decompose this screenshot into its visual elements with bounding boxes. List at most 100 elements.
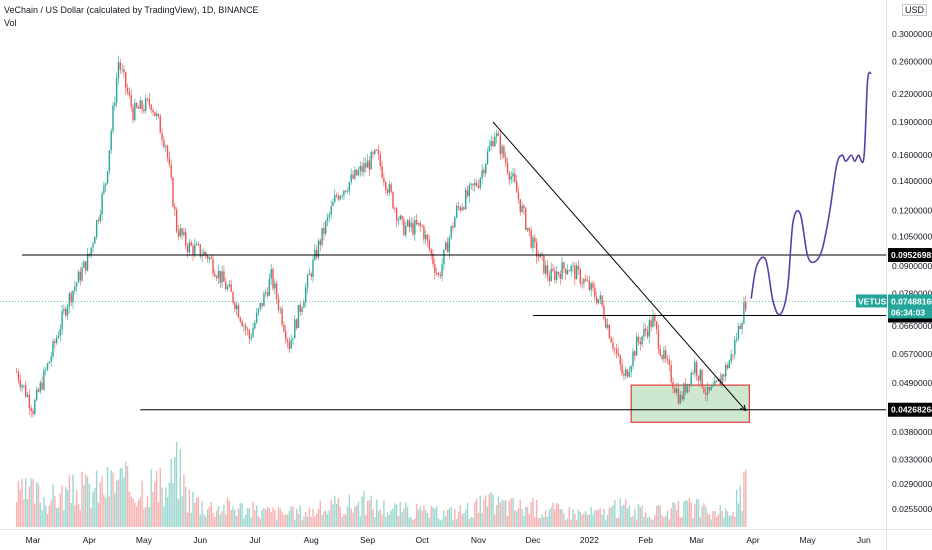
candle[interactable] xyxy=(245,322,247,336)
candle[interactable] xyxy=(272,267,274,292)
candle[interactable] xyxy=(172,176,174,208)
candle[interactable] xyxy=(501,143,503,160)
candle[interactable] xyxy=(665,345,667,363)
candle[interactable] xyxy=(115,72,118,107)
candle[interactable] xyxy=(595,290,598,305)
candle[interactable] xyxy=(174,202,176,217)
candle[interactable] xyxy=(552,263,554,273)
candle[interactable] xyxy=(288,337,291,354)
candle[interactable] xyxy=(525,206,527,231)
candle[interactable] xyxy=(721,373,723,388)
candle[interactable] xyxy=(457,201,460,212)
support-zone-rect[interactable] xyxy=(630,384,750,423)
candle[interactable] xyxy=(492,136,494,148)
candle[interactable] xyxy=(417,222,420,227)
candle[interactable] xyxy=(439,271,441,279)
candle[interactable] xyxy=(383,172,385,187)
candle[interactable] xyxy=(548,270,551,287)
candle[interactable] xyxy=(232,291,234,305)
candle[interactable] xyxy=(585,274,587,282)
candle[interactable] xyxy=(334,188,336,203)
candle[interactable] xyxy=(623,370,625,381)
candle[interactable] xyxy=(710,385,712,391)
candle[interactable] xyxy=(652,309,654,328)
candle[interactable] xyxy=(130,89,132,112)
candle[interactable] xyxy=(326,213,329,227)
candle[interactable] xyxy=(25,380,27,398)
candle[interactable] xyxy=(361,161,363,176)
candle[interactable] xyxy=(630,364,632,378)
candle[interactable] xyxy=(468,181,471,203)
candle[interactable] xyxy=(225,277,227,290)
candle[interactable] xyxy=(637,334,640,346)
candle[interactable] xyxy=(545,260,547,279)
candle[interactable] xyxy=(52,339,54,360)
candle[interactable] xyxy=(475,179,478,188)
candle[interactable] xyxy=(277,293,280,314)
candle[interactable] xyxy=(495,129,498,144)
candle[interactable] xyxy=(745,295,747,312)
candle[interactable] xyxy=(339,194,341,201)
candle[interactable] xyxy=(185,228,187,250)
candle[interactable] xyxy=(354,166,356,181)
candle[interactable] xyxy=(645,323,647,337)
candle[interactable] xyxy=(85,261,87,275)
candle[interactable] xyxy=(112,102,114,134)
candle[interactable] xyxy=(617,347,620,358)
candle[interactable] xyxy=(408,217,411,233)
candle[interactable] xyxy=(119,58,121,75)
candle[interactable] xyxy=(494,132,496,147)
candle[interactable] xyxy=(537,250,540,262)
candle[interactable] xyxy=(35,386,38,402)
candle[interactable] xyxy=(481,163,483,185)
candle[interactable] xyxy=(230,279,232,293)
candle[interactable] xyxy=(125,71,127,95)
candle[interactable] xyxy=(503,144,505,159)
candle[interactable] xyxy=(337,193,340,202)
candle[interactable] xyxy=(605,316,607,329)
candle[interactable] xyxy=(114,96,116,111)
candle[interactable] xyxy=(599,291,601,305)
candle[interactable] xyxy=(61,304,63,335)
candle[interactable] xyxy=(681,391,683,402)
candle[interactable] xyxy=(559,269,561,285)
candle[interactable] xyxy=(143,104,145,114)
candle[interactable] xyxy=(59,323,61,342)
candle[interactable] xyxy=(434,258,436,280)
candle[interactable] xyxy=(286,337,289,349)
candle[interactable] xyxy=(68,291,71,313)
candle[interactable] xyxy=(348,181,351,196)
candle[interactable] xyxy=(86,248,89,272)
candle[interactable] xyxy=(463,205,465,211)
candle[interactable] xyxy=(21,383,23,393)
candle[interactable] xyxy=(421,223,423,228)
candle[interactable] xyxy=(183,227,185,238)
candle[interactable] xyxy=(579,267,581,287)
candle[interactable] xyxy=(48,361,51,364)
candle[interactable] xyxy=(732,354,734,361)
candle[interactable] xyxy=(266,287,269,299)
candle[interactable] xyxy=(346,187,349,194)
candle[interactable] xyxy=(666,355,669,365)
candle[interactable] xyxy=(50,351,52,367)
candle[interactable] xyxy=(490,135,492,151)
candle[interactable] xyxy=(555,265,558,284)
candle[interactable] xyxy=(410,217,412,232)
candle[interactable] xyxy=(290,334,292,350)
candle[interactable] xyxy=(459,205,461,213)
candle[interactable] xyxy=(639,337,641,351)
candle[interactable] xyxy=(152,107,154,116)
candle[interactable] xyxy=(283,321,285,333)
candle[interactable] xyxy=(37,387,40,393)
candle[interactable] xyxy=(465,187,467,211)
candle[interactable] xyxy=(512,167,514,183)
candle[interactable] xyxy=(41,376,43,392)
candle[interactable] xyxy=(168,151,171,168)
candle[interactable] xyxy=(743,296,745,325)
candle[interactable] xyxy=(312,255,314,283)
candle[interactable] xyxy=(730,349,732,365)
candle[interactable] xyxy=(401,215,403,225)
candle[interactable] xyxy=(577,259,580,275)
candle[interactable] xyxy=(274,278,276,295)
candle[interactable] xyxy=(141,99,143,114)
